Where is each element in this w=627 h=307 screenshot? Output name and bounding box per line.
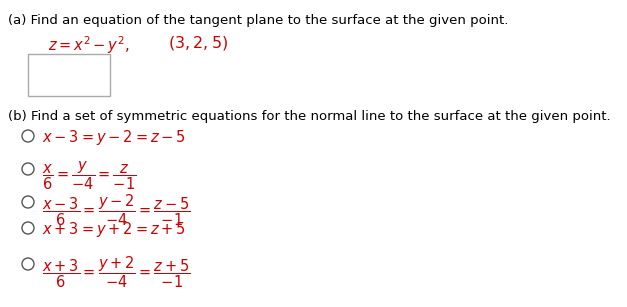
Text: $(3, 2, 5)$: $(3, 2, 5)$ <box>168 34 228 52</box>
Bar <box>28 54 110 96</box>
Text: (b) Find a set of symmetric equations for the normal line to the surface at the : (b) Find a set of symmetric equations fo… <box>8 110 611 123</box>
Text: $x + 3 = y + 2 = z + 5$: $x + 3 = y + 2 = z + 5$ <box>42 220 186 239</box>
Text: (a) Find an equation of the tangent plane to the surface at the given point.: (a) Find an equation of the tangent plan… <box>8 14 508 27</box>
Text: $x - 3 = y - 2 = z - 5$: $x - 3 = y - 2 = z - 5$ <box>42 128 186 147</box>
Text: $z = x^2 - y^2,$: $z = x^2 - y^2,$ <box>48 34 130 56</box>
Text: $\dfrac{x}{6} = \dfrac{y}{-4} = \dfrac{z}{-1}$: $\dfrac{x}{6} = \dfrac{y}{-4} = \dfrac{z… <box>42 159 136 192</box>
Text: $\dfrac{x-3}{6} = \dfrac{y-2}{-4} = \dfrac{z-5}{-1}$: $\dfrac{x-3}{6} = \dfrac{y-2}{-4} = \dfr… <box>42 192 191 227</box>
Text: $\dfrac{x+3}{6} = \dfrac{y+2}{-4} = \dfrac{z+5}{-1}$: $\dfrac{x+3}{6} = \dfrac{y+2}{-4} = \dfr… <box>42 254 191 290</box>
